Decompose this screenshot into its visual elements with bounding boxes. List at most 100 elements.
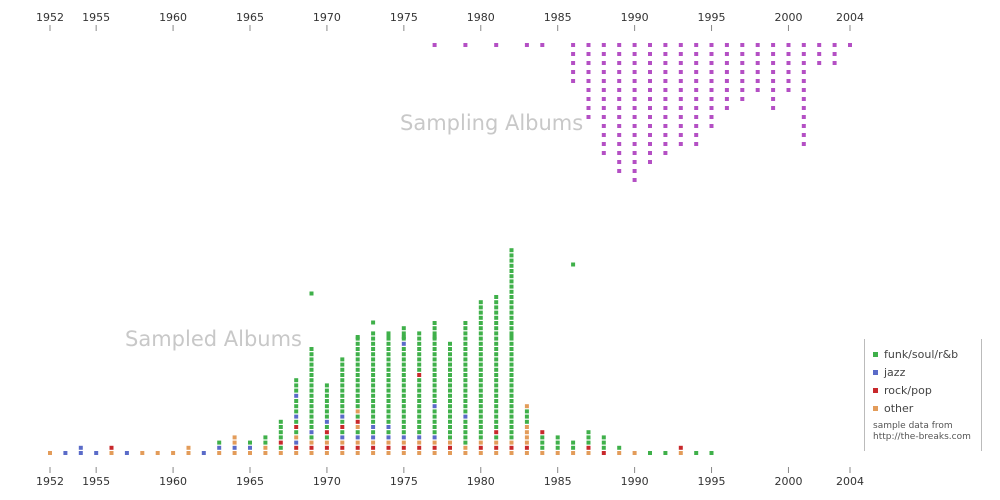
sampled-point-1968-14-funk-soul-r-b xyxy=(294,378,299,383)
sampled-point-1979-22-funk-soul-r-b xyxy=(463,336,468,341)
sampled-point-1970-5-funk-soul-r-b xyxy=(324,425,329,429)
sampling-point-2001-6 xyxy=(801,97,806,101)
sampling-point-1999-4 xyxy=(771,79,776,83)
sampled-point-1972-3-jazz xyxy=(355,435,360,440)
sampling-point-1993-8 xyxy=(678,115,683,119)
sampled-point-1968-0-other xyxy=(294,451,299,455)
sampled-point-1973-2-other xyxy=(371,440,376,445)
sampled-point-1976-11-funk-soul-r-b xyxy=(417,393,422,398)
sampling-point-2000-3 xyxy=(786,70,791,74)
sampling-point-1998-0 xyxy=(755,43,760,47)
sampling-point-1990-2 xyxy=(632,61,637,65)
sampled-point-1981-19-funk-soul-r-b xyxy=(494,352,499,357)
sampling-point-1987-8 xyxy=(586,115,591,119)
sampling-point-1991-2 xyxy=(648,61,652,65)
sampled-point-1982-17-funk-soul-r-b xyxy=(509,362,514,367)
sampled-point-1967-5-funk-soul-r-b xyxy=(278,425,283,429)
sampled-point-1964-2-other xyxy=(232,440,237,445)
sampling-point-1992-12 xyxy=(663,151,668,155)
sampling-point-2003-1 xyxy=(832,52,837,56)
sampled-point-1980-5-funk-soul-r-b xyxy=(478,425,483,429)
sampled-point-1968-3-other xyxy=(294,435,299,440)
sampled-point-1978-14-funk-soul-r-b xyxy=(448,378,452,383)
sampled-point-1981-18-funk-soul-r-b xyxy=(494,357,499,362)
sampled-point-1979-20-funk-soul-r-b xyxy=(463,347,468,351)
sampling-point-1989-2 xyxy=(617,61,622,65)
sampled-point-1963-2-funk-soul-r-b xyxy=(217,440,222,445)
sampled-point-1972-2-other xyxy=(355,440,360,445)
sampled-point-1976-1-rock-pop xyxy=(417,445,422,450)
sampling-point-1991-1 xyxy=(648,52,652,56)
top-axis-tick-label-1990: 1990 xyxy=(621,11,649,24)
sampled-point-1974-11-funk-soul-r-b xyxy=(386,393,391,398)
sampled-point-1988-3-funk-soul-r-b xyxy=(601,435,606,440)
sampled-point-1984-3-funk-soul-r-b xyxy=(540,435,545,440)
sampling-point-1990-12 xyxy=(632,151,637,155)
sampling-point-1986-1 xyxy=(571,52,576,56)
sampled-point-1982-30-funk-soul-r-b xyxy=(509,295,514,299)
sampled-point-1985-1-funk-soul-r-b xyxy=(555,445,560,450)
sampled-point-1973-20-funk-soul-r-b xyxy=(371,347,376,351)
sampled-point-1981-0-other xyxy=(494,451,499,455)
sampled-point-1974-10-funk-soul-r-b xyxy=(386,399,391,403)
sampling-point-2001-9 xyxy=(801,124,806,128)
sampled-point-1977-5-funk-soul-r-b xyxy=(432,425,437,429)
sampling-point-1988-5 xyxy=(601,88,606,92)
sampled-point-1963-0-other xyxy=(217,451,222,455)
sampling-point-1993-5 xyxy=(678,88,683,92)
sampling-point-1990-11 xyxy=(632,142,637,146)
sampled-point-1982-7-funk-soul-r-b xyxy=(509,414,514,419)
sampled-outlier-1974-6 xyxy=(386,335,391,339)
sampling-point-1997-4 xyxy=(740,79,745,83)
sampling-point-1999-1 xyxy=(771,52,776,56)
sampling-point-1990-7 xyxy=(632,106,637,110)
sampled-point-1969-10-funk-soul-r-b xyxy=(309,399,314,403)
sampling-point-1994-10 xyxy=(694,133,699,137)
sampled-point-1974-0-other xyxy=(386,451,391,455)
sampled-point-1978-15-funk-soul-r-b xyxy=(448,373,452,377)
sampled-point-1983-8-funk-soul-r-b xyxy=(524,409,529,414)
sampled-point-1976-21-funk-soul-r-b xyxy=(417,341,422,346)
sampling-point-1989-0 xyxy=(617,43,622,47)
sampled-point-1981-25-funk-soul-r-b xyxy=(494,321,499,325)
sampled-point-1979-14-funk-soul-r-b xyxy=(463,378,468,383)
sampled-outlier-1986-1 xyxy=(571,262,576,267)
sampled-point-1981-3-funk-soul-r-b xyxy=(494,435,499,440)
sampled-point-1970-10-funk-soul-r-b xyxy=(324,399,329,403)
sampled-point-1968-8-funk-soul-r-b xyxy=(294,409,299,414)
sampled-point-1976-12-funk-soul-r-b xyxy=(417,388,422,393)
sampled-point-1977-16-funk-soul-r-b xyxy=(432,367,437,372)
top-axis-tick-label-1955: 1955 xyxy=(82,11,110,24)
sampling-point-1988-10 xyxy=(601,133,606,137)
sampled-point-1978-10-funk-soul-r-b xyxy=(448,399,452,403)
sampling-point-1989-9 xyxy=(617,124,622,128)
sampled-point-1980-3-funk-soul-r-b xyxy=(478,435,483,440)
sampled-point-1975-24-funk-soul-r-b xyxy=(401,326,406,331)
sampling-point-1995-3 xyxy=(709,70,714,74)
sampling-point-1988-0 xyxy=(601,43,606,47)
sampled-point-1956-0-other xyxy=(109,451,114,455)
sampled-point-1976-15-rock-pop xyxy=(417,373,422,377)
sampled-point-1956-1-rock-pop xyxy=(109,445,114,450)
sampled-point-1986-1-funk-soul-r-b xyxy=(571,445,576,450)
sampled-point-1976-8-funk-soul-r-b xyxy=(417,409,422,414)
sampled-point-1979-16-funk-soul-r-b xyxy=(463,367,468,372)
sampled-point-1981-23-funk-soul-r-b xyxy=(494,331,499,336)
sampled-point-1970-8-funk-soul-r-b xyxy=(324,409,329,414)
sampled-point-1982-27-funk-soul-r-b xyxy=(509,310,514,315)
sampling-point-1992-8 xyxy=(663,115,668,119)
sampled-point-1973-22-funk-soul-r-b xyxy=(371,336,376,341)
sampled-point-1970-12-funk-soul-r-b xyxy=(324,388,329,393)
sampling-point-1991-0 xyxy=(648,43,652,47)
sampling-point-1988-2 xyxy=(601,61,606,65)
sampled-point-1974-13-funk-soul-r-b xyxy=(386,383,391,388)
sampled-point-1976-23-funk-soul-r-b xyxy=(417,331,422,336)
sampling-point-1992-6 xyxy=(663,97,668,101)
sampled-point-1978-3-funk-soul-r-b xyxy=(448,435,452,440)
sampled-point-1985-3-funk-soul-r-b xyxy=(555,435,560,440)
sampling-point-2001-4 xyxy=(801,79,806,83)
sampled-point-1979-3-funk-soul-r-b xyxy=(463,435,468,440)
sampled-point-1972-9-funk-soul-r-b xyxy=(355,404,360,409)
sampled-point-1982-20-funk-soul-r-b xyxy=(509,347,514,351)
sampled-point-1972-7-funk-soul-r-b xyxy=(355,414,360,419)
